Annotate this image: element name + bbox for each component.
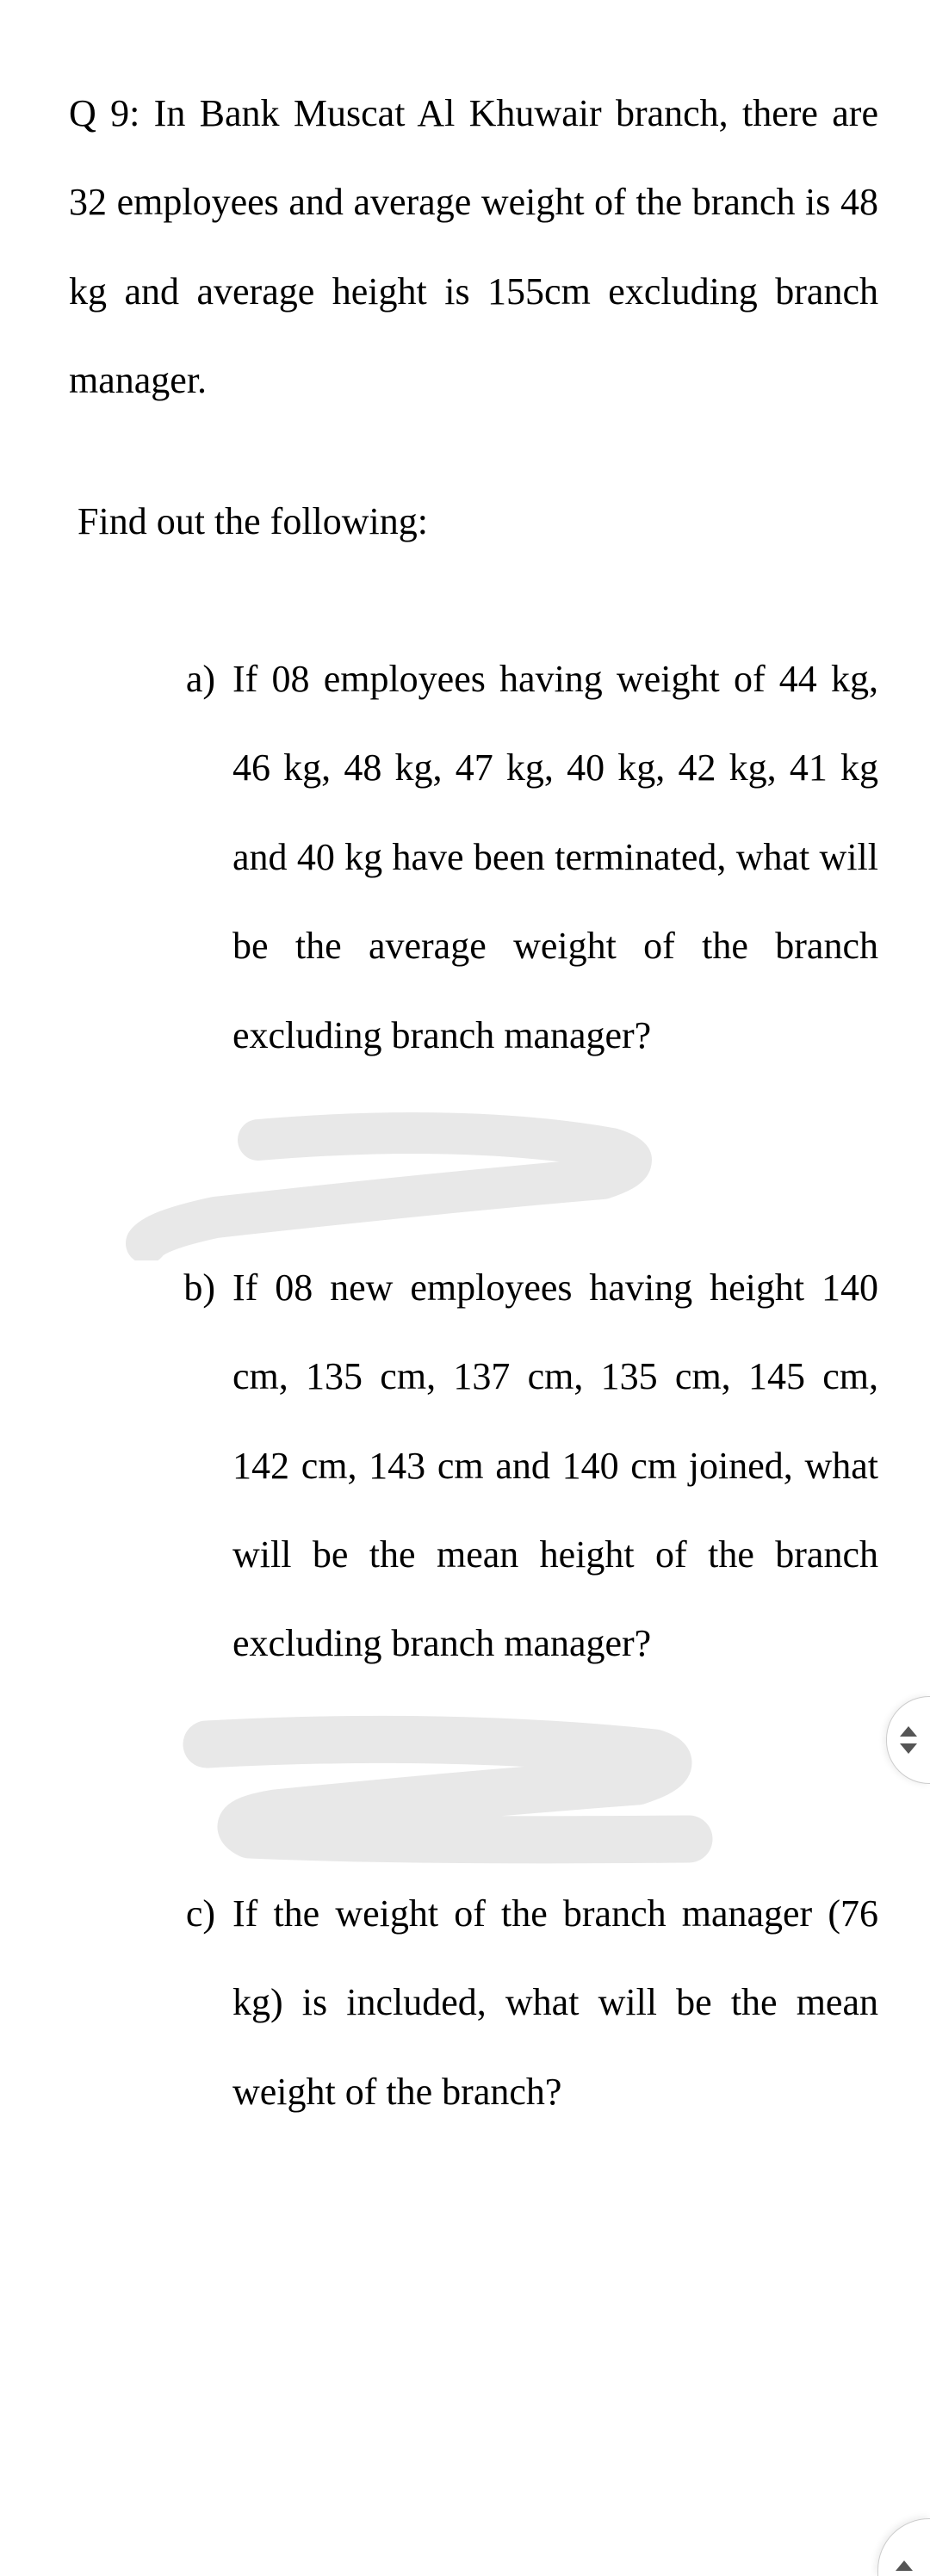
part-text: If the weight of the branch manager (76 … (232, 1869, 878, 2136)
scribble-icon (103, 1714, 758, 1878)
question-parts-list: a) If 08 employees having weight of 44 k… (138, 635, 878, 2136)
chevron-down-icon (900, 1743, 917, 1754)
chevron-up-icon (900, 1726, 917, 1737)
redaction-scribble (103, 1714, 878, 1869)
part-marker: a) (138, 635, 232, 1080)
list-item: c) If the weight of the branch manager (… (138, 1869, 878, 2136)
scroll-control[interactable] (886, 1696, 930, 1784)
document-page: Q 9: In Bank Muscat Al Khuwair branch, t… (0, 0, 930, 2576)
question-intro-text: Q 9: In Bank Muscat Al Khuwair branch, t… (69, 69, 878, 425)
chevron-up-icon (896, 2561, 913, 2571)
part-text: If 08 employees having weight of 44 kg, … (232, 635, 878, 1080)
list-item: a) If 08 employees having weight of 44 k… (138, 635, 878, 1080)
scribble-icon (103, 1105, 706, 1260)
question-prompt: Find out the following: (78, 477, 878, 566)
part-marker: b) (138, 1243, 232, 1688)
list-item: b) If 08 new employees having height 140… (138, 1243, 878, 1688)
redaction-scribble (103, 1105, 878, 1243)
part-marker: c) (138, 1869, 232, 2136)
scroll-top-button[interactable] (877, 2518, 930, 2576)
part-text: If 08 new employees having height 140 cm… (232, 1243, 878, 1688)
